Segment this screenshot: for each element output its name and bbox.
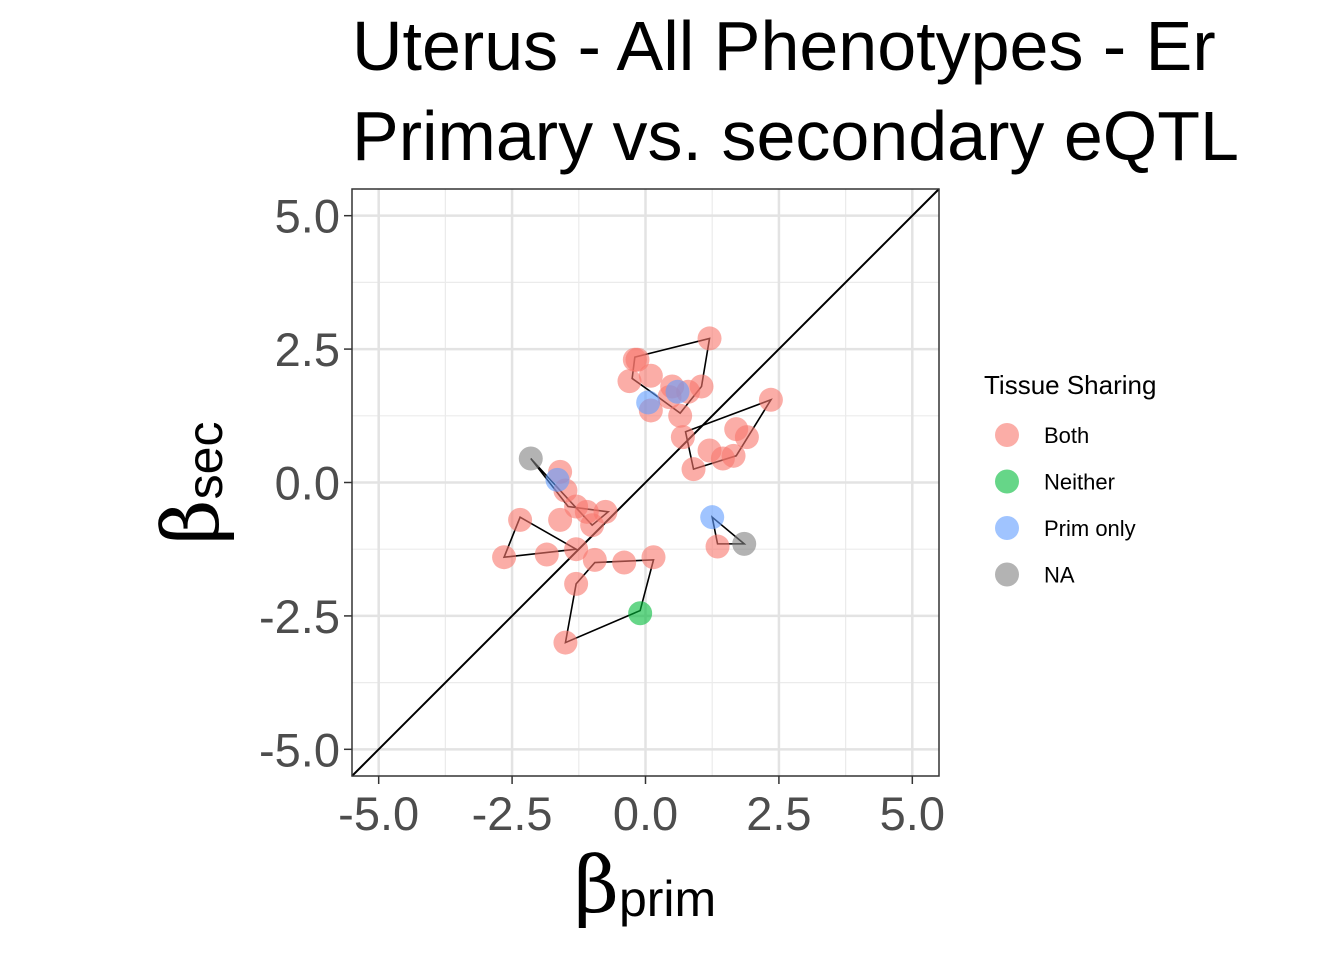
data-point	[705, 534, 730, 559]
outline-polygon	[710, 515, 747, 545]
data-points	[492, 326, 783, 655]
y-axis-subscript: sec	[177, 422, 233, 500]
data-point	[734, 425, 759, 450]
data-point	[628, 601, 653, 626]
x-tick-label: 5.0	[880, 787, 945, 840]
x-tick-label: -5.0	[338, 787, 419, 840]
y-tick-label: -5.0	[259, 723, 340, 776]
x-axis-symbol: β	[574, 841, 619, 931]
legend-key-prim-only	[995, 516, 1019, 540]
data-point	[700, 505, 725, 530]
data-point	[697, 326, 722, 351]
x-tick-label: 2.5	[746, 787, 811, 840]
data-point	[593, 499, 618, 524]
chart-title-line-2: Primary vs. secondary eQTL	[352, 97, 1239, 175]
data-point	[492, 545, 517, 570]
data-point	[668, 403, 693, 428]
data-point	[665, 379, 690, 404]
data-point	[638, 363, 663, 388]
legend-key-neither	[995, 469, 1019, 494]
legend-label-both: Both	[1044, 423, 1089, 448]
chart-title: Uterus - All Phenotypes - Er Primary vs.…	[352, 7, 1239, 175]
data-point	[508, 507, 533, 532]
legend-label-prim-only: Prim only	[1044, 516, 1136, 541]
data-point	[681, 457, 706, 482]
legend-key-both	[995, 423, 1019, 447]
legend: Tissue Sharing Both Neither Prim only NA	[984, 370, 1156, 588]
y-axis-ticks: -5.0 -2.5 0.0 2.5 5.0	[259, 190, 352, 776]
legend-label-neither: Neither	[1044, 470, 1115, 495]
data-point	[670, 425, 695, 450]
data-point	[636, 390, 661, 415]
data-point	[641, 545, 666, 570]
data-point	[625, 347, 650, 372]
y-tick-label: -2.5	[259, 590, 340, 643]
data-point	[518, 446, 543, 471]
legend-title: Tissue Sharing	[984, 370, 1156, 400]
legend-label-na: NA	[1044, 563, 1075, 588]
data-point	[534, 542, 559, 567]
x-tick-label: 0.0	[613, 787, 678, 840]
data-point	[582, 547, 607, 572]
y-tick-label: 5.0	[275, 190, 340, 243]
data-point	[564, 571, 589, 596]
data-point	[564, 537, 589, 562]
legend-key-na	[995, 562, 1019, 587]
x-axis-ticks: -5.0 -2.5 0.0 2.5 5.0	[338, 776, 945, 840]
x-tick-label: -2.5	[472, 787, 553, 840]
data-point	[553, 630, 578, 655]
data-point	[612, 550, 637, 575]
chart-title-line-1: Uterus - All Phenotypes - Er	[352, 7, 1216, 85]
y-tick-label: 2.5	[275, 323, 340, 376]
y-axis-symbol: β	[147, 499, 237, 544]
data-point	[721, 443, 746, 468]
data-point	[758, 387, 783, 412]
data-point	[548, 507, 573, 532]
x-axis-subscript: prim	[619, 871, 716, 927]
y-tick-label: 0.0	[275, 457, 340, 510]
data-point	[545, 467, 570, 492]
data-point	[617, 369, 642, 394]
data-point	[732, 531, 757, 556]
x-axis-label: βprim	[574, 841, 716, 931]
legend-entries: Both Neither Prim only NA	[995, 423, 1136, 588]
y-axis-label: βsec	[147, 422, 237, 545]
identity-reference-line	[351, 188, 940, 777]
